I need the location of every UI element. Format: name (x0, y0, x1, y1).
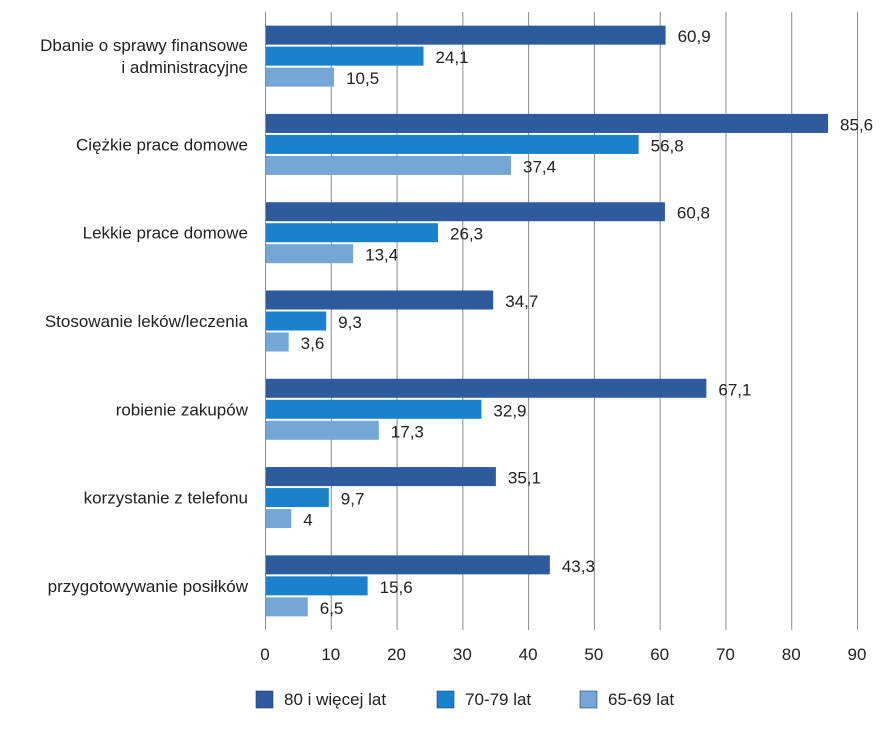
category-label-line: Lekkie prace domowe (83, 224, 248, 243)
legend-label: 70-79 lat (465, 690, 531, 709)
bar (266, 597, 308, 617)
category-label: Dbanie o sprawy finansowe i administracyj… (40, 36, 248, 77)
bar (266, 555, 550, 575)
bar (266, 311, 327, 331)
legend-swatch (579, 690, 598, 709)
x-tick-label: 30 (453, 645, 472, 664)
bars: 60,9 24,1 10,5 85,6 56,8 37,4 60,8 26,3 13,4 34,7… (266, 25, 873, 618)
legend: 80 i więcej lat 70-79 lat 65-69 lat (255, 690, 674, 709)
category-label: Stosowanie leków/leczenia (45, 312, 249, 331)
bar (266, 25, 666, 45)
data-label: 9,3 (338, 313, 362, 332)
bar (266, 46, 424, 66)
bar (266, 399, 482, 419)
data-label: 17,3 (391, 422, 424, 441)
x-tick-label: 40 (519, 645, 538, 664)
data-label: 85,6 (840, 115, 873, 134)
bar (266, 202, 665, 222)
category-label-line: Stosowanie leków/leczenia (45, 312, 249, 331)
data-label: 60,8 (677, 204, 710, 223)
data-label: 56,8 (651, 136, 684, 155)
data-label: 34,7 (505, 292, 538, 311)
bar (266, 509, 292, 529)
data-label: 3,6 (301, 334, 325, 353)
bar (266, 467, 496, 487)
data-label: 15,6 (380, 578, 413, 597)
data-label: 60,9 (678, 27, 711, 46)
category-label-line: Ciężkie prace domowe (76, 135, 248, 154)
x-tick-label: 60 (650, 645, 669, 664)
x-tick-label: 70 (716, 645, 735, 664)
category-label: Ciężkie prace domowe (76, 135, 248, 154)
data-label: 4 (303, 511, 312, 530)
bar (266, 67, 335, 87)
legend-swatch (436, 690, 455, 709)
bar (266, 155, 512, 175)
bar (266, 290, 494, 310)
bar (266, 378, 707, 398)
x-tick-label: 50 (584, 645, 603, 664)
x-tick-label: 0 (260, 645, 269, 664)
category-labels: Dbanie o sprawy finansowe i administracyj… (40, 36, 249, 596)
data-label: 37,4 (523, 157, 556, 176)
category-label-line: robienie zakupów (116, 400, 249, 419)
data-label: 9,7 (341, 490, 365, 509)
category-label: przygotowywanie posiłków (48, 577, 249, 596)
bar (266, 244, 354, 264)
bar (266, 113, 829, 133)
category-label-line: przygotowywanie posiłków (48, 577, 249, 596)
bar (266, 332, 289, 352)
data-label: 13,4 (365, 246, 398, 265)
data-label: 6,5 (320, 599, 344, 618)
x-tick-label: 90 (848, 645, 867, 664)
data-label: 24,1 (436, 48, 469, 67)
x-tick-label: 20 (387, 645, 406, 664)
data-label: 32,9 (493, 401, 526, 420)
data-label: 67,1 (718, 380, 751, 399)
data-label: 43,3 (562, 557, 595, 576)
x-axis-ticks: 0 10 20 30 40 50 60 70 80 90 (260, 645, 866, 664)
data-label: 10,5 (346, 69, 379, 88)
bar (266, 488, 329, 508)
legend-swatch (255, 690, 274, 709)
data-label: 26,3 (450, 225, 483, 244)
legend-label: 80 i więcej lat (284, 690, 386, 709)
bar (266, 134, 639, 154)
category-label-line: Dbanie o sprawy finansowe (40, 36, 248, 55)
category-label-line: korzystanie z telefonu (84, 489, 248, 508)
x-tick-label: 80 (782, 645, 801, 664)
bar (266, 576, 368, 596)
bar (266, 223, 438, 243)
category-label: Lekkie prace domowe (83, 224, 248, 243)
data-label: 35,1 (508, 469, 541, 488)
x-tick-label: 10 (321, 645, 340, 664)
category-label: robienie zakupów (116, 400, 249, 419)
legend-label: 65-69 lat (608, 690, 674, 709)
bar (266, 420, 379, 440)
category-label-line: i administracyjne (121, 58, 248, 77)
category-label: korzystanie z telefonu (84, 489, 248, 508)
